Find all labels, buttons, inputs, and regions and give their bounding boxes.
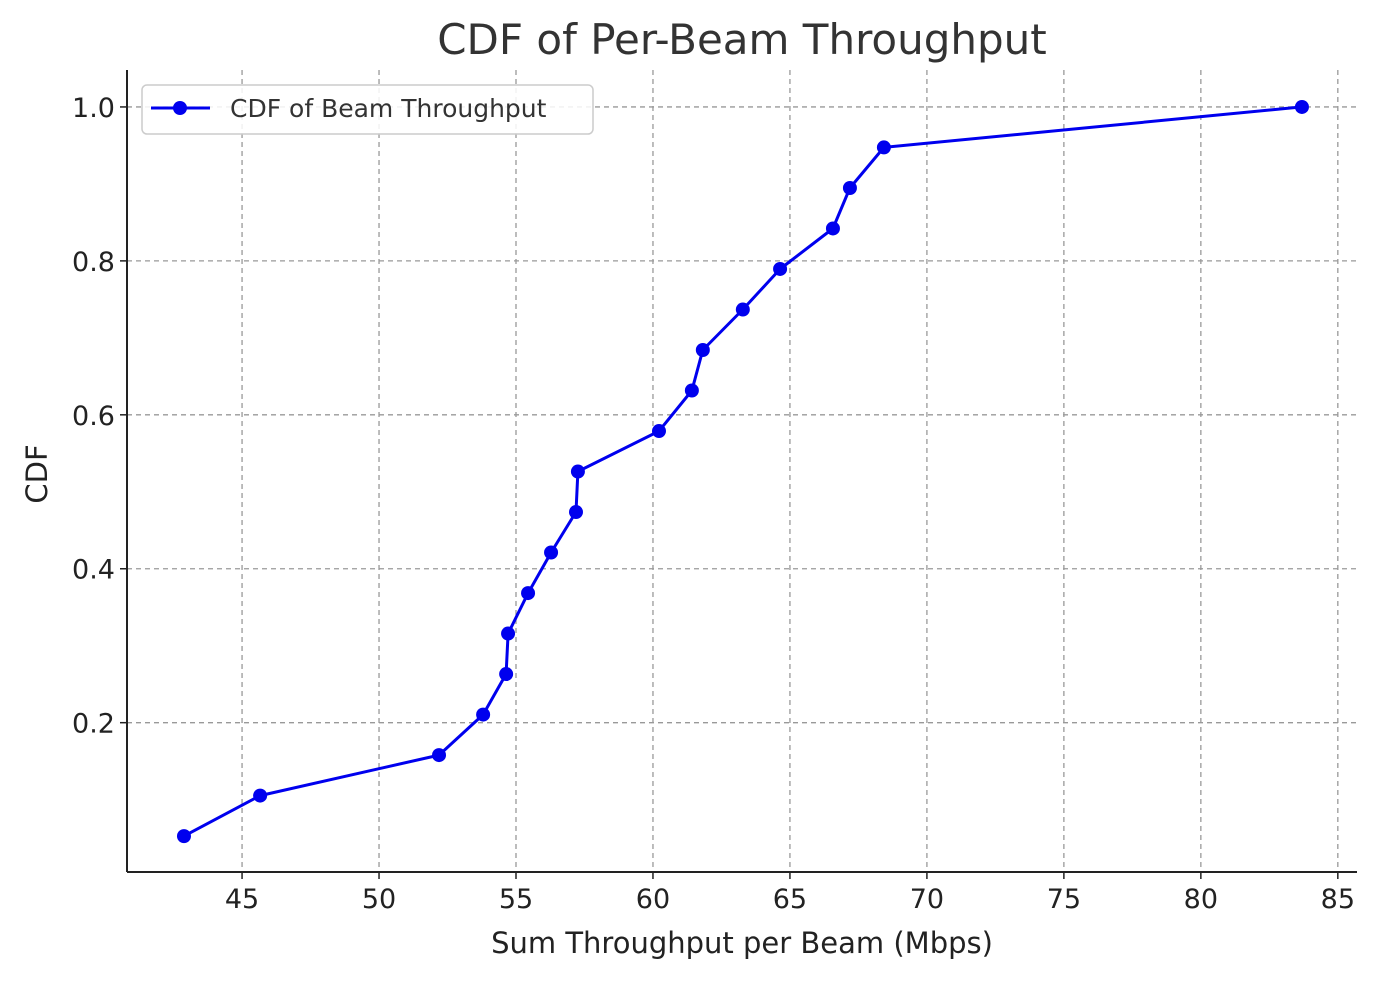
data-point: [432, 748, 447, 763]
series-line: [183, 105, 1303, 838]
data-point: [176, 829, 191, 844]
y-tick-label: 0.8: [72, 247, 115, 278]
x-tick-label: 70: [910, 884, 944, 915]
y-tick-label: 0.2: [72, 709, 115, 740]
axes: [126, 70, 1357, 873]
x-tick-label: 80: [1184, 884, 1218, 915]
legend-marker-swatch: [173, 101, 187, 115]
y-tick-label: 1.0: [72, 93, 115, 124]
y-tick-label: 0.4: [72, 555, 115, 586]
x-tick-label: 85: [1321, 884, 1355, 915]
data-point: [499, 667, 514, 682]
y-tick-label: 0.6: [72, 401, 115, 432]
data-point: [253, 788, 268, 803]
x-tick-label: 55: [499, 884, 533, 915]
ticks: 45 50 55 60 65 70 75 80 85 0.2 0.4 0.6 0.8 1.0: [72, 93, 1355, 915]
x-tick-label: 60: [636, 884, 670, 915]
data-point: [1294, 99, 1309, 114]
data-point: [476, 707, 491, 722]
data-point: [842, 180, 857, 195]
data-point: [684, 383, 699, 398]
data-point: [825, 221, 840, 236]
data-point: [521, 586, 536, 601]
data-point: [651, 424, 666, 439]
data-point: [568, 505, 583, 520]
plot-area: [176, 99, 1309, 844]
legend-box: [141, 84, 594, 135]
data-point: [876, 140, 891, 155]
legend-label: CDF of Beam Throughput: [230, 94, 547, 123]
x-tick-label: 75: [1047, 884, 1081, 915]
legend: CDF of Beam Throughput: [141, 84, 594, 135]
data-point: [735, 302, 750, 317]
data-point: [501, 626, 516, 641]
x-tick-label: 50: [362, 884, 396, 915]
chart-title: CDF of Per-Beam Throughput: [437, 15, 1047, 64]
grid: [127, 70, 1357, 872]
data-point: [570, 464, 585, 479]
x-axis-label: Sum Throughput per Beam (Mbps): [491, 926, 993, 960]
data-point: [773, 261, 788, 276]
x-tick-label: 65: [773, 884, 807, 915]
x-tick-label: 45: [225, 884, 259, 915]
data-point: [544, 545, 559, 560]
y-axis-label: CDF: [20, 444, 54, 503]
data-point: [695, 343, 710, 358]
